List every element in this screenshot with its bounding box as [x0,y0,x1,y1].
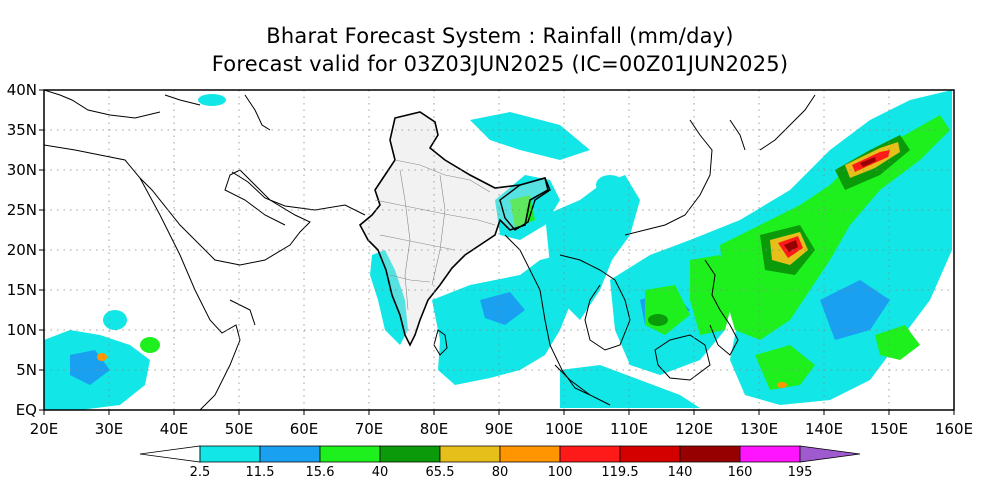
rain-area-scs-dark-green [648,314,668,326]
lat-tick-label: 40N [7,81,37,99]
colorbar-swatch [679,445,741,463]
coastline-philippines [704,259,739,356]
lat-tick-label: 25N [7,201,37,219]
rain-area-indochina [545,175,640,320]
coastline-persian-gulf [231,171,366,216]
rain-core-kuroshio-darkred [860,157,876,167]
rain-core-pacific-darkred [784,240,798,252]
coastline-sri-lanka [433,329,448,356]
colorbar-swatch [799,445,861,463]
rain-area-indian-ocean-south [560,365,700,408]
colorbar-swatch [439,445,501,463]
coastline-arabia [139,169,311,266]
colorbar-swatch [319,445,381,463]
rain-area-central-africa-cell [103,310,127,330]
coastline-madagascar-horn [229,299,256,326]
colorbar-swatch [199,445,261,463]
lon-tick-label: 70E [355,420,384,438]
longitude-axis: 20E 30E 40E 50E 60E 70E 80E 90E 100E 110E 120E 130E… [30,410,973,438]
colorbar-swatch [139,445,201,463]
coastline-southeast-asia [504,234,591,396]
lon-tick-label: 110E [610,420,648,438]
india-state-boundary-vertical-east [431,174,446,286]
rain-area-africa-green [140,337,160,353]
colorbar-swatch [259,445,321,463]
lat-tick-label: EQ [16,401,37,419]
india-state-boundary-vertical-west [399,169,411,311]
rain-core-pacific-south-orange [777,382,787,388]
rainfall-field [44,90,952,410]
lat-tick-label: 15N [7,281,37,299]
india-state-boundary-central [374,199,496,226]
lon-tick-label: 160E [935,420,973,438]
colorbar-swatch [559,445,621,463]
rain-area-arabia-cell [198,94,226,106]
lon-tick-label: 150E [870,420,908,438]
rain-area-far-east-green [875,325,920,360]
rain-area-south-china-cell [596,175,624,195]
rain-core-africa-orange [97,353,107,361]
lon-tick-label: 80E [420,420,449,438]
lat-lon-grid [44,90,954,410]
lon-tick-label: 100E [545,420,583,438]
india-state-boundary-south [389,274,431,283]
map-title: Bharat Forecast System : Rainfall (mm/da… [266,24,734,48]
rain-area-bay-blue [480,292,525,325]
lon-tick-label: 50E [225,420,254,438]
colorbar: 2.5 11.5 15.6 40 65.5 80 100 119.5 140 160 195 [139,445,861,480]
rain-area-pacific-green [720,115,950,340]
rain-area-pacific-blue [820,280,890,340]
rain-area-pacific-south-green [755,345,815,390]
lat-tick-label: 30N [7,161,37,179]
coastline-indochina [559,254,631,351]
colorbar-level-label: 160 [728,465,753,480]
lon-tick-label: 120E [675,420,713,438]
lon-tick-label: 90E [485,420,514,438]
colorbar-swatch [499,445,561,463]
colorbar-level-label: 15.6 [306,465,335,480]
colorbar-level-label: 80 [492,465,509,480]
lon-tick-label: 140E [805,420,843,438]
colorbar-swatch [619,445,681,463]
coastline-sumatra [554,364,611,406]
colorbar-level-label: 40 [372,465,389,480]
india-state-boundary-mid [379,234,456,251]
colorbar-level-label: 119.5 [601,465,638,480]
lat-tick-label: 10N [7,321,37,339]
colorbar-level-label: 65.5 [426,465,455,480]
colorbar-swatch [739,445,801,463]
coastline-korea-japan [729,94,816,151]
map-subtitle: Forecast valid for 03Z03JUN2025 (IC=00Z0… [211,52,789,76]
lat-tick-label: 20N [7,241,37,259]
colorbar-level-label: 100 [548,465,573,480]
rain-area-arabian-sea-coast [370,250,408,345]
lon-tick-label: 20E [30,420,59,438]
india-outline [358,111,551,347]
latitude-axis: EQ 5N 10N 15N 20N 25N 30N 35N 40N [7,81,44,419]
lat-tick-label: 5N [16,361,37,379]
coastline-mediterranean [44,90,161,119]
india-state-boundary-north [394,159,491,193]
colorbar-level-label: 140 [668,465,693,480]
coastline-borneo [654,334,711,381]
lon-tick-label: 40E [160,420,189,438]
rain-area-tibet [470,112,590,160]
coastline-black-caspian [164,94,271,131]
lon-tick-label: 130E [740,420,778,438]
india-northeast-region [499,177,551,231]
lon-tick-label: 60E [290,420,319,438]
india-landmass [358,111,549,347]
lat-tick-label: 35N [7,121,37,139]
colorbar-level-label: 2.5 [190,465,211,480]
coastline-china [624,119,713,236]
colorbar-level-label: 195 [788,465,813,480]
colorbar-level-label: 11.5 [246,465,275,480]
colorbar-swatch [379,445,441,463]
lon-tick-label: 30E [95,420,124,438]
